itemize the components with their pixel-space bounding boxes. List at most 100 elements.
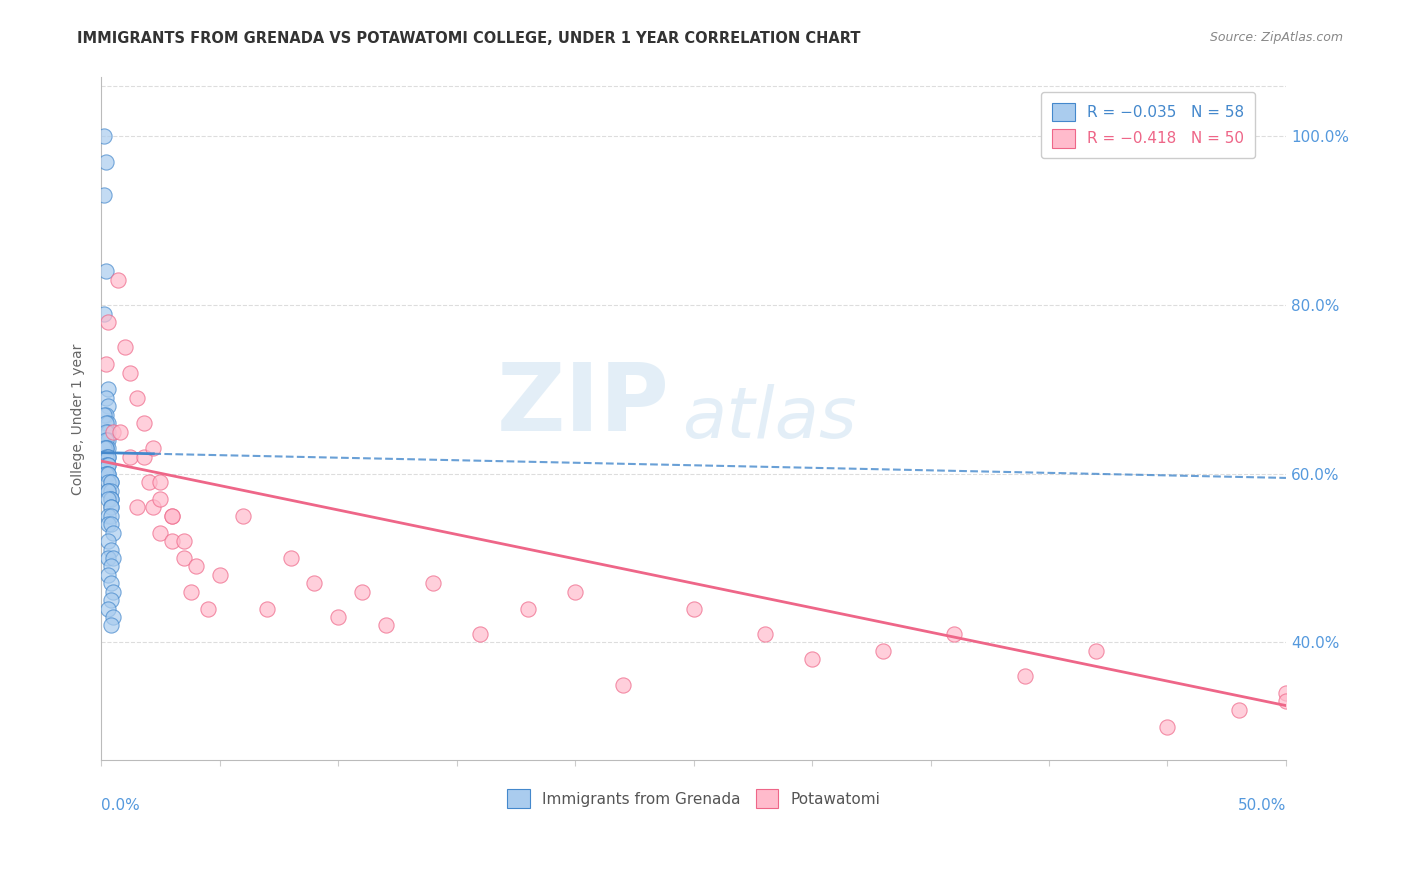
Point	[100, 517, 122, 532]
Point	[97, 442, 120, 456]
Point	[97, 315, 120, 329]
Point	[149, 475, 172, 490]
Point	[94, 391, 117, 405]
Point	[97, 534, 120, 549]
Point	[94, 416, 117, 430]
Text: 50.0%: 50.0%	[1237, 798, 1286, 813]
Point	[93, 408, 115, 422]
Point	[801, 652, 824, 666]
Point	[101, 584, 124, 599]
Point	[149, 491, 172, 506]
Point	[97, 467, 120, 481]
Point	[97, 483, 120, 498]
Point	[100, 559, 122, 574]
Point	[118, 366, 141, 380]
Point	[138, 475, 160, 490]
Point	[100, 491, 122, 506]
Point	[872, 644, 894, 658]
Point	[149, 525, 172, 540]
Point	[100, 618, 122, 632]
Point	[97, 491, 120, 506]
Point	[1275, 694, 1298, 708]
Point	[97, 551, 120, 566]
Point	[1275, 686, 1298, 700]
Point	[94, 264, 117, 278]
Point	[516, 601, 538, 615]
Point	[173, 534, 195, 549]
Text: atlas: atlas	[682, 384, 856, 453]
Point	[132, 450, 155, 464]
Text: ZIP: ZIP	[496, 359, 669, 451]
Point	[100, 576, 122, 591]
Point	[94, 154, 117, 169]
Point	[94, 408, 117, 422]
Point	[162, 508, 184, 523]
Point	[94, 442, 117, 456]
Point	[97, 450, 120, 464]
Point	[125, 391, 148, 405]
Point	[97, 416, 120, 430]
Point	[470, 627, 492, 641]
Point	[93, 442, 115, 456]
Point	[94, 425, 117, 439]
Point	[256, 601, 278, 615]
Point	[682, 601, 704, 615]
Point	[612, 677, 634, 691]
Point	[94, 357, 117, 371]
Point	[114, 340, 136, 354]
Point	[564, 584, 586, 599]
Point	[101, 525, 124, 540]
Text: Source: ZipAtlas.com: Source: ZipAtlas.com	[1209, 31, 1343, 45]
Point	[943, 627, 966, 641]
Point	[754, 627, 776, 641]
Point	[97, 483, 120, 498]
Point	[142, 442, 165, 456]
Point	[97, 508, 120, 523]
Point	[422, 576, 444, 591]
Point	[97, 458, 120, 473]
Point	[100, 508, 122, 523]
Point	[97, 567, 120, 582]
Point	[97, 433, 120, 447]
Legend: Immigrants from Grenada, Potawatomi: Immigrants from Grenada, Potawatomi	[501, 783, 887, 814]
Point	[100, 475, 122, 490]
Point	[100, 483, 122, 498]
Point	[101, 551, 124, 566]
Point	[97, 450, 120, 464]
Point	[1227, 703, 1250, 717]
Point	[328, 610, 350, 624]
Text: IMMIGRANTS FROM GRENADA VS POTAWATOMI COLLEGE, UNDER 1 YEAR CORRELATION CHART: IMMIGRANTS FROM GRENADA VS POTAWATOMI CO…	[77, 31, 860, 46]
Point	[208, 567, 231, 582]
Point	[100, 593, 122, 607]
Point	[100, 491, 122, 506]
Point	[142, 500, 165, 515]
Point	[93, 188, 115, 202]
Point	[173, 551, 195, 566]
Point	[94, 467, 117, 481]
Point	[184, 559, 207, 574]
Point	[350, 584, 373, 599]
Point	[97, 601, 120, 615]
Point	[101, 425, 124, 439]
Point	[197, 601, 219, 615]
Point	[94, 442, 117, 456]
Point	[97, 517, 120, 532]
Point	[97, 467, 120, 481]
Point	[94, 433, 117, 447]
Point	[94, 467, 117, 481]
Point	[97, 425, 120, 439]
Point	[232, 508, 254, 523]
Point	[94, 450, 117, 464]
Point	[100, 500, 122, 515]
Point	[97, 458, 120, 473]
Point	[97, 383, 120, 397]
Point	[100, 542, 122, 557]
Point	[1085, 644, 1108, 658]
Point	[97, 399, 120, 413]
Point	[108, 425, 131, 439]
Point	[100, 475, 122, 490]
Point	[180, 584, 202, 599]
Point	[118, 450, 141, 464]
Point	[125, 500, 148, 515]
Point	[93, 306, 115, 320]
